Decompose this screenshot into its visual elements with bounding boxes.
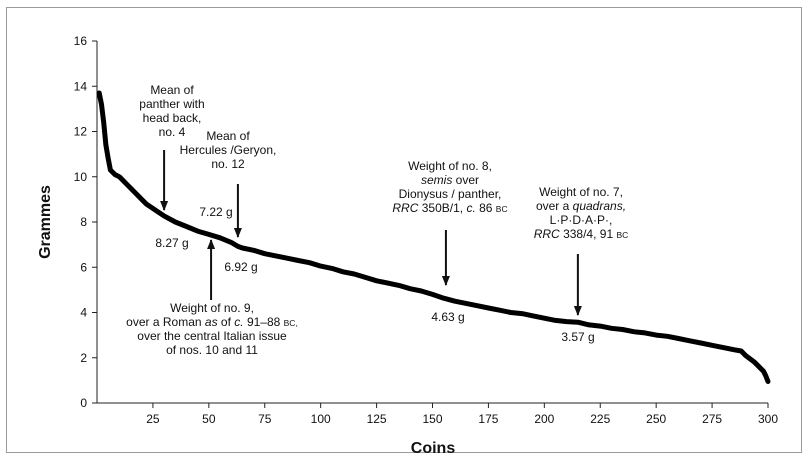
- annotation-text: no. 12: [211, 157, 245, 171]
- annotation-text: over a Roman as of c. 91–88 BC,: [126, 315, 298, 329]
- x-tick-label: 25: [146, 412, 160, 426]
- annotation-value: 7.22 g: [199, 205, 232, 219]
- annotation-text: RRC 338/4, 91 BC: [534, 227, 629, 241]
- annotation-text: Dionysus / panther,: [399, 187, 502, 201]
- annotation-text: over a quadrans,: [536, 199, 626, 213]
- annotation-text: Mean of: [150, 83, 194, 97]
- annotation-arrowhead: [441, 276, 450, 286]
- x-tick-label: 75: [258, 412, 272, 426]
- x-tick-label: 225: [590, 412, 610, 426]
- x-tick-label: 300: [758, 412, 778, 426]
- y-tick-label: 12: [74, 125, 88, 139]
- x-tick-label: 200: [534, 412, 554, 426]
- y-tick-label: 2: [80, 351, 87, 365]
- annotation: Weight of no. 7,over a quadrans,L·P·D·A·…: [534, 185, 629, 344]
- y-tick-label: 6: [80, 260, 87, 274]
- x-tick-label: 175: [478, 412, 498, 426]
- annotation-text: Mean of: [206, 129, 250, 143]
- annotation-text: of nos. 10 and 11: [166, 343, 258, 357]
- series: [96, 90, 771, 384]
- annotation-text: panther with: [139, 97, 204, 111]
- x-tick-label: 250: [646, 412, 666, 426]
- y-tick-label: 4: [80, 306, 87, 320]
- annotation-text: over the central Italian issue: [137, 329, 287, 343]
- annotation-value: 4.63 g: [431, 310, 464, 324]
- annotation-value: 3.57 g: [561, 330, 594, 344]
- y-tick-label: 0: [80, 396, 87, 410]
- x-tick-label: 275: [702, 412, 722, 426]
- annotation-value: 6.92 g: [224, 260, 257, 274]
- annotation-text: Weight of no. 9,: [170, 301, 254, 315]
- annotation-text: Weight of no. 7,: [539, 185, 623, 199]
- x-tick-label: 150: [422, 412, 442, 426]
- annotation-text: Weight of no. 8,: [408, 159, 492, 173]
- x-tick-label: 50: [202, 412, 216, 426]
- x-axis-title: Coins: [411, 440, 456, 457]
- weight-series-line: [96, 90, 771, 384]
- annotation-text: semis over: [421, 173, 479, 187]
- annotation-arrowhead: [573, 306, 582, 316]
- chart-frame: [6, 7, 802, 453]
- annotation: Weight of no. 9,over a Roman as of c. 91…: [126, 205, 298, 357]
- annotation-arrowhead: [207, 239, 216, 249]
- annotation-text: L·P·D·A·P·,: [550, 213, 613, 227]
- annotation-text: RRC 350B/1, c. 86 BC: [392, 201, 507, 215]
- y-tick-label: 8: [80, 215, 87, 229]
- annotation-arrowhead: [160, 201, 169, 211]
- ticks: 0 2 4 6 8 10 12 14 16 25 50 75 100 125 150 175 200 225 250…: [74, 34, 779, 426]
- x-tick-label: 100: [311, 412, 331, 426]
- y-tick-label: 14: [74, 79, 88, 93]
- y-tick-label: 16: [74, 34, 88, 48]
- y-axis-title: Grammes: [37, 185, 54, 259]
- annotation-text: head back,: [143, 111, 202, 125]
- annotation-text: no. 4: [159, 125, 186, 139]
- annotation-text: Hercules /Geryon,: [180, 143, 277, 157]
- annotation-arrowhead: [233, 228, 242, 238]
- x-tick-label: 125: [367, 412, 387, 426]
- y-tick-label: 10: [74, 170, 88, 184]
- annotation-value: 8.27 g: [155, 236, 188, 250]
